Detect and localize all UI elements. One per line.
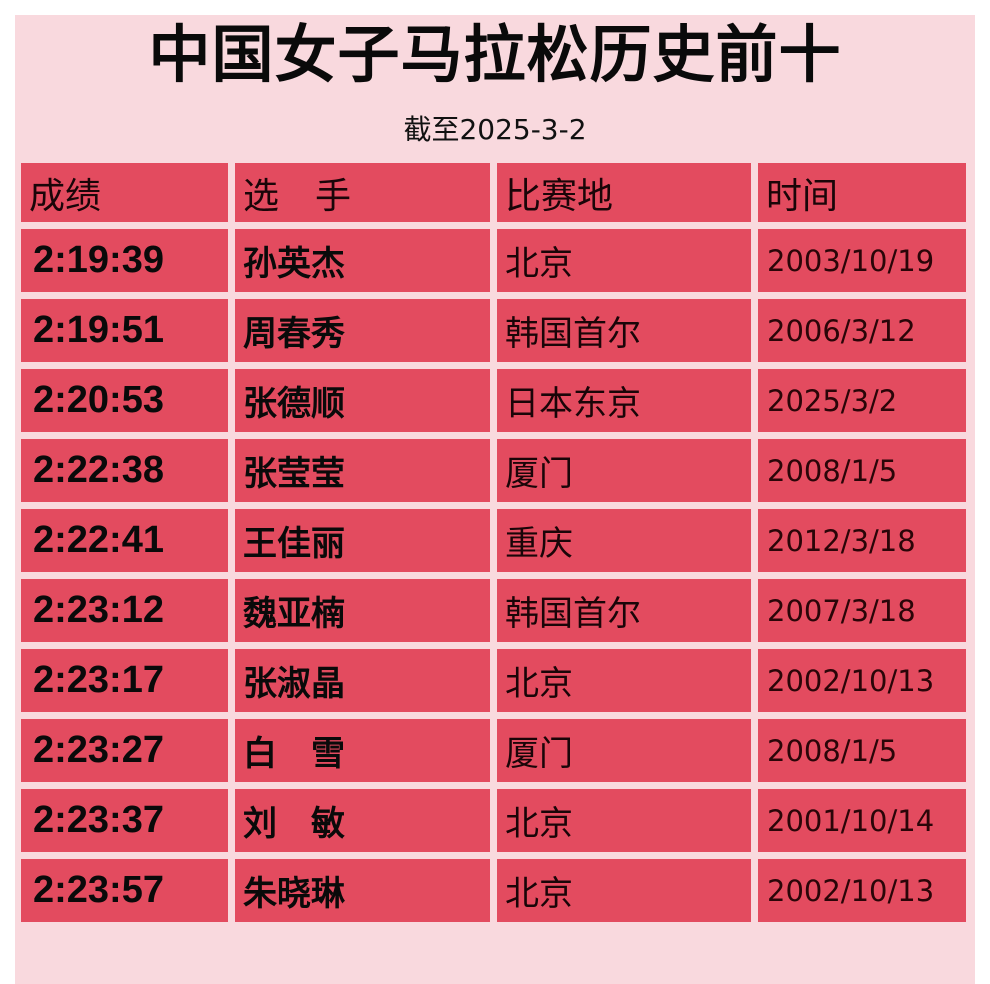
venue-cell: 厦门 [497, 439, 751, 502]
result-cell: 2:20:53 [21, 369, 228, 432]
result-cell: 2:19:51 [21, 299, 228, 362]
result-cell: 2:23:27 [21, 719, 228, 782]
date-cell: 2007/3/18 [758, 579, 966, 642]
athlete-cell: 白 雪 [235, 719, 490, 782]
result-cell: 2:23:37 [21, 789, 228, 852]
venue-cell: 北京 [497, 859, 751, 922]
result-cell: 2:23:12 [21, 579, 228, 642]
venue-cell: 北京 [497, 789, 751, 852]
header-athlete: 选 手 [235, 163, 490, 222]
date-cell: 2002/10/13 [758, 859, 966, 922]
page-subtitle: 截至2025-3-2 [403, 113, 587, 146]
result-cell: 2:23:57 [21, 859, 228, 922]
header-result: 成绩 [21, 163, 228, 222]
date-cell: 2008/1/5 [758, 719, 966, 782]
header-date: 时间 [758, 163, 966, 222]
athlete-cell: 张德顺 [235, 369, 490, 432]
header-venue: 比赛地 [497, 163, 751, 222]
venue-cell: 厦门 [497, 719, 751, 782]
result-cell: 2:23:17 [21, 649, 228, 712]
date-cell: 2001/10/14 [758, 789, 966, 852]
date-cell: 2012/3/18 [758, 509, 966, 572]
athlete-cell: 张莹莹 [235, 439, 490, 502]
page-title: 中国女子马拉松历史前十 [148, 18, 842, 91]
venue-cell: 韩国首尔 [497, 299, 751, 362]
result-cell: 2:19:39 [21, 229, 228, 292]
ranking-table: 成绩 选 手 比赛地 时间 2:19:39 孙英杰 北京 2003/10/19 2:19… [21, 163, 966, 922]
venue-cell: 日本东京 [497, 369, 751, 432]
date-cell: 2006/3/12 [758, 299, 966, 362]
athlete-cell: 周春秀 [235, 299, 490, 362]
athlete-cell: 刘 敏 [235, 789, 490, 852]
venue-cell: 北京 [497, 649, 751, 712]
date-cell: 2002/10/13 [758, 649, 966, 712]
venue-cell: 韩国首尔 [497, 579, 751, 642]
venue-cell: 重庆 [497, 509, 751, 572]
date-cell: 2008/1/5 [758, 439, 966, 502]
date-cell: 2025/3/2 [758, 369, 966, 432]
athlete-cell: 王佳丽 [235, 509, 490, 572]
athlete-cell: 朱晓琳 [235, 859, 490, 922]
athlete-cell: 张淑晶 [235, 649, 490, 712]
athlete-cell: 孙英杰 [235, 229, 490, 292]
date-cell: 2003/10/19 [758, 229, 966, 292]
athlete-cell: 魏亚楠 [235, 579, 490, 642]
venue-cell: 北京 [497, 229, 751, 292]
result-cell: 2:22:41 [21, 509, 228, 572]
result-cell: 2:22:38 [21, 439, 228, 502]
